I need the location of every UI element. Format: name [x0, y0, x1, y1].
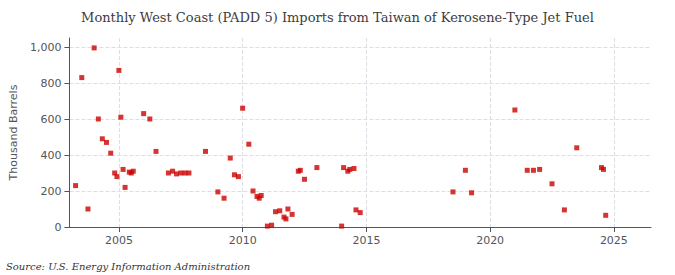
svg-text:400: 400	[40, 149, 61, 162]
svg-text:2025: 2025	[600, 234, 628, 247]
svg-text:200: 200	[40, 185, 61, 198]
svg-text:1,000: 1,000	[30, 41, 62, 54]
svg-text:Thousand Barrels: Thousand Barrels	[7, 84, 20, 181]
svg-text:2005: 2005	[105, 234, 133, 247]
svg-text:2020: 2020	[476, 234, 504, 247]
svg-text:600: 600	[40, 113, 61, 126]
svg-text:0: 0	[54, 221, 61, 234]
svg-text:Source: U.S. Energy Informatio: Source: U.S. Energy Information Administ…	[6, 261, 250, 272]
svg-text:2015: 2015	[352, 234, 380, 247]
svg-text:800: 800	[40, 77, 61, 90]
svg-text:2010: 2010	[229, 234, 257, 247]
svg-text:Monthly West Coast (PADD 5) Im: Monthly West Coast (PADD 5) Imports from…	[81, 10, 594, 25]
